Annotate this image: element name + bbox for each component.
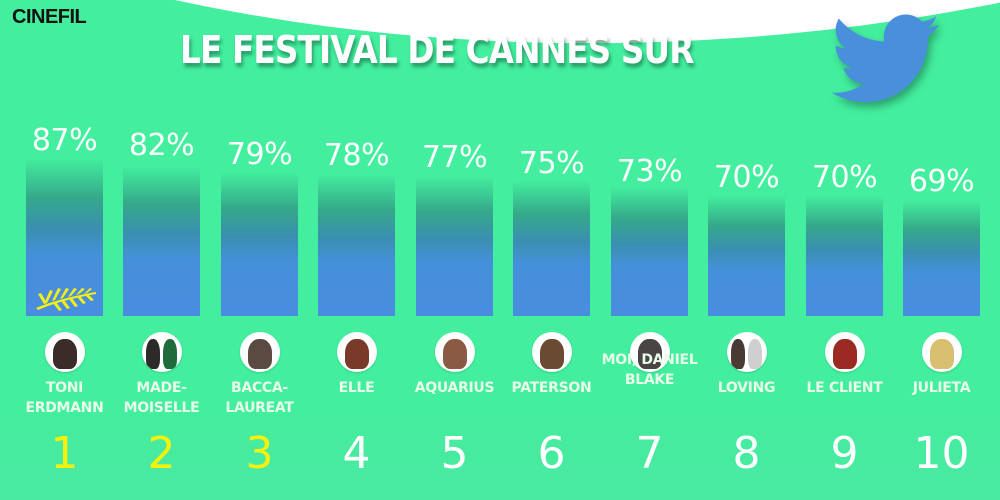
film-avatar	[630, 332, 670, 372]
cinefil-logo: CINEFIL	[12, 6, 87, 28]
film-title: PATERSON	[511, 380, 592, 396]
film-avatar	[142, 332, 182, 372]
rank-number: 2	[147, 428, 176, 479]
film-title: ELLE	[338, 380, 375, 396]
chart-column: 75% PATERSON 6	[503, 0, 600, 500]
film-avatar	[922, 332, 962, 372]
rank-number: 10	[913, 428, 970, 479]
rank-number: 6	[537, 428, 566, 479]
chart-column: 87%	[16, 0, 113, 500]
film-avatar	[825, 332, 865, 372]
bar	[903, 200, 980, 316]
bar	[611, 186, 688, 316]
background-bottom-band	[0, 415, 1000, 500]
bar	[123, 166, 200, 316]
page-title: LE FESTIVAL DE CANNES SUR	[180, 28, 694, 72]
bar	[26, 158, 103, 316]
percentage-label: 77%	[421, 140, 488, 175]
chart-column: 78% ELLE 4	[308, 0, 405, 500]
film-title: AQUARIUS	[414, 380, 495, 396]
film-title: MADE- MOISELLE	[123, 380, 200, 416]
percentage-label: 82%	[128, 128, 195, 163]
twitter-bird-icon	[832, 14, 940, 103]
percentage-label: 73%	[616, 154, 683, 189]
percentage-label: 70%	[713, 160, 780, 195]
rank-number: 5	[440, 428, 469, 479]
film-title: TONI ERDMANN	[25, 380, 104, 416]
percentage-label: 69%	[908, 164, 975, 199]
film-title: JULIETA	[912, 380, 971, 396]
film-title: LOVING	[717, 380, 776, 396]
rank-number: 7	[635, 428, 664, 479]
chart-column: 70% LE CLIENT 9	[796, 0, 893, 500]
percentage-label: 75%	[518, 146, 585, 181]
palme-dor-icon	[36, 288, 96, 311]
film-avatar	[240, 332, 280, 372]
film-avatar	[45, 332, 85, 372]
rank-number: 9	[830, 428, 859, 479]
chart-column: 77% AQUARIUS 5	[406, 0, 503, 500]
chart-column: 82% MADE- MOISELLE 2	[113, 0, 210, 500]
percentage-label: 87%	[31, 123, 98, 158]
chart-column: 73% MOI, DANIEL BLAKE 7	[601, 0, 698, 500]
film-title: LE CLIENT	[806, 380, 883, 396]
bar	[318, 174, 395, 316]
rank-number: 4	[342, 428, 371, 479]
bar	[806, 195, 883, 316]
percentage-label: 78%	[323, 138, 390, 173]
film-avatar	[727, 332, 767, 372]
bar	[513, 180, 590, 316]
rank-number: 3	[245, 428, 274, 479]
chart-column: 69% JULIETA 10	[893, 0, 990, 500]
bar	[416, 176, 493, 316]
rank-number: 8	[732, 428, 761, 479]
film-avatar	[435, 332, 475, 372]
film-avatar	[337, 332, 377, 372]
film-avatar	[532, 332, 572, 372]
chart-column: 79% BACCA- LAUREAT 3	[211, 0, 308, 500]
percentage-label: 79%	[226, 137, 293, 172]
chart-column: 70% LOVING 8	[698, 0, 795, 500]
percentage-label: 70%	[811, 160, 878, 195]
bar	[708, 195, 785, 316]
bar	[221, 172, 298, 316]
film-title: MOI, DANIEL BLAKE	[601, 352, 698, 388]
film-title: BACCA- LAUREAT	[225, 380, 294, 416]
rank-number: 1	[50, 428, 79, 479]
